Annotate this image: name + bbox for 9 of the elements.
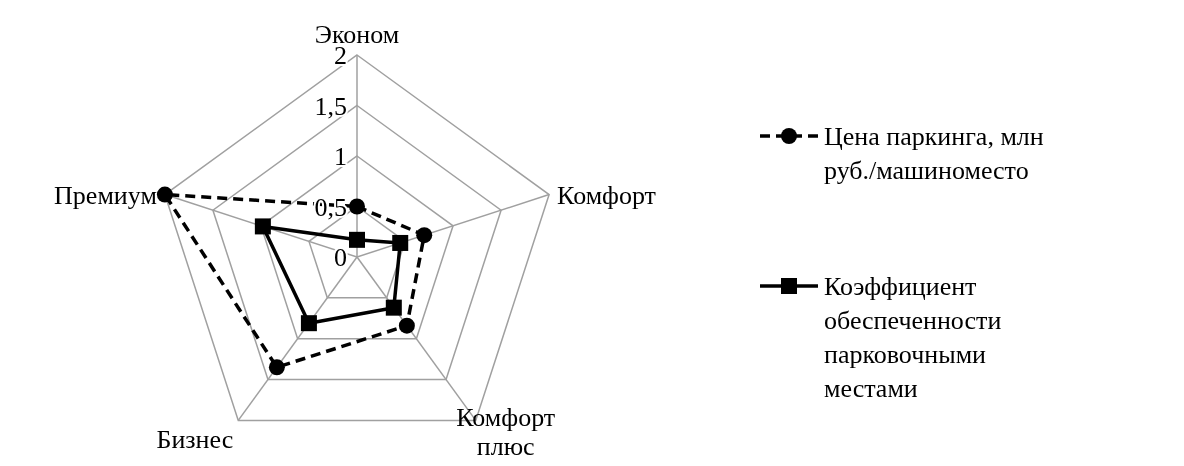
spoke-label: Комфорт <box>557 180 656 210</box>
y-tick-label: 1,5 <box>314 91 347 121</box>
spoke-label: Премиум <box>54 180 157 210</box>
spoke-label: Бизнес <box>156 425 234 455</box>
legend-label: Цена паркинга, млн руб./машиноместо <box>824 122 1044 185</box>
legend-label: Коэффициент обеспеченности парковочными местами <box>824 272 1002 403</box>
spoke-label: Комфорт плюс <box>456 403 556 462</box>
y-tick-label: 1 <box>334 142 347 171</box>
y-tick-label: 0 <box>334 243 347 272</box>
